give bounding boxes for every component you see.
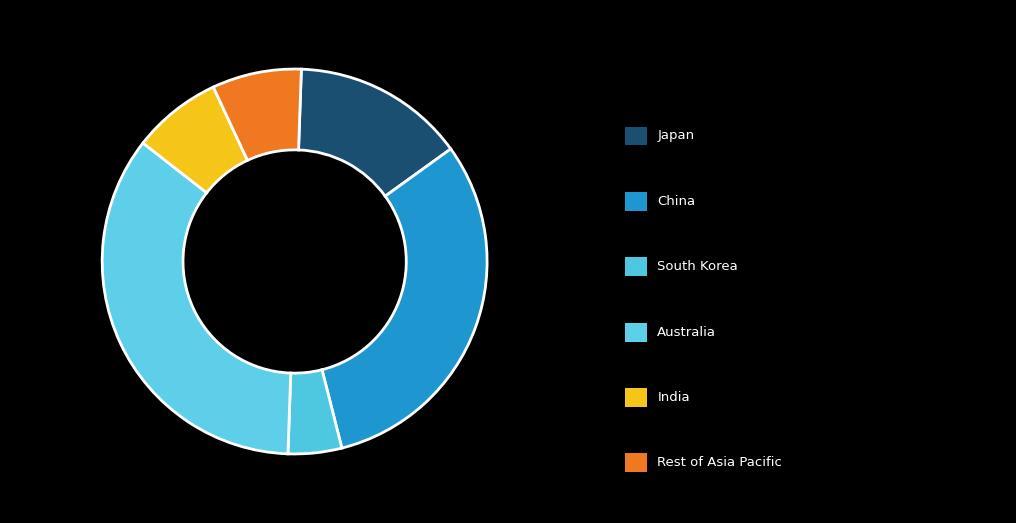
Text: Australia: Australia xyxy=(657,326,716,338)
Wedge shape xyxy=(103,143,291,454)
Wedge shape xyxy=(299,69,451,196)
Wedge shape xyxy=(143,87,248,193)
Wedge shape xyxy=(288,370,341,454)
Text: China: China xyxy=(657,195,696,208)
Text: Rest of Asia Pacific: Rest of Asia Pacific xyxy=(657,457,782,469)
Text: South Korea: South Korea xyxy=(657,260,738,273)
Text: Japan: Japan xyxy=(657,130,695,142)
Wedge shape xyxy=(213,69,302,161)
Text: India: India xyxy=(657,391,690,404)
Wedge shape xyxy=(322,149,487,448)
